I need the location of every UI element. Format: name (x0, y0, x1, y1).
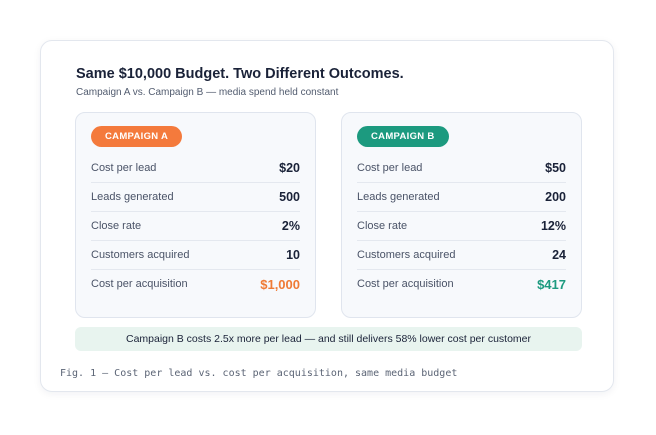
metric-row-cost-per-lead: Cost per lead $20 (91, 154, 300, 183)
campaign-b-badge: CAMPAIGN B (357, 126, 449, 147)
page-subtitle: Campaign A vs. Campaign B — media spend … (76, 87, 339, 98)
metric-label: Cost per lead (91, 162, 157, 174)
metric-value: 2% (281, 219, 300, 233)
campaign-a-metrics: Cost per lead $20 Leads generated 500 Cl… (91, 154, 300, 298)
campaign-a-panel: CAMPAIGN A Cost per lead $20 Leads gener… (75, 112, 316, 318)
campaign-b-metrics: Cost per lead $50 Leads generated 200 Cl… (357, 154, 566, 298)
campaign-a-badge: CAMPAIGN A (91, 126, 183, 147)
metric-value: $20 (279, 161, 300, 175)
metric-value-highlight: $417 (537, 276, 566, 292)
metric-row-leads-generated: Leads generated 200 (357, 183, 566, 212)
metric-value: 200 (545, 190, 566, 204)
metric-row-customers-acquired: Customers acquired 10 (91, 241, 300, 270)
metric-label: Leads generated (91, 191, 174, 203)
metric-row-leads-generated: Leads generated 500 (91, 183, 300, 212)
metric-value: 10 (286, 248, 300, 262)
page-title: Same $10,000 Budget. Two Different Outco… (76, 66, 404, 82)
metric-row-cost-per-lead: Cost per lead $50 (357, 154, 566, 183)
metric-value: $50 (545, 161, 566, 175)
metric-row-customers-acquired: Customers acquired 24 (357, 241, 566, 270)
metric-label: Close rate (357, 220, 408, 232)
metric-label: Customers acquired (91, 249, 190, 261)
metric-value: 500 (279, 190, 300, 204)
metric-value: 24 (552, 248, 566, 262)
metric-value-highlight: $1,000 (260, 276, 300, 292)
metric-label: Cost per lead (357, 162, 423, 174)
metric-label: Close rate (91, 220, 142, 232)
metric-row-close-rate: Close rate 12% (357, 212, 566, 241)
metric-label: Customers acquired (357, 249, 456, 261)
metric-row-cost-per-acquisition: Cost per acquisition $417 (357, 270, 566, 298)
metric-value: 12% (540, 219, 566, 233)
campaign-b-panel: CAMPAIGN B Cost per lead $50 Leads gener… (341, 112, 582, 318)
metric-row-close-rate: Close rate 2% (91, 212, 300, 241)
figure-caption: Fig. 1 — Cost per lead vs. cost per acqu… (60, 368, 458, 379)
summary-callout: Campaign B costs 2.5x more per lead — an… (75, 327, 582, 351)
comparison-card: Same $10,000 Budget. Two Different Outco… (40, 40, 614, 392)
metric-row-cost-per-acquisition: Cost per acquisition $1,000 (91, 270, 300, 298)
metric-label: Leads generated (357, 191, 440, 203)
metric-label: Cost per acquisition (91, 278, 188, 290)
metric-label: Cost per acquisition (357, 278, 454, 290)
